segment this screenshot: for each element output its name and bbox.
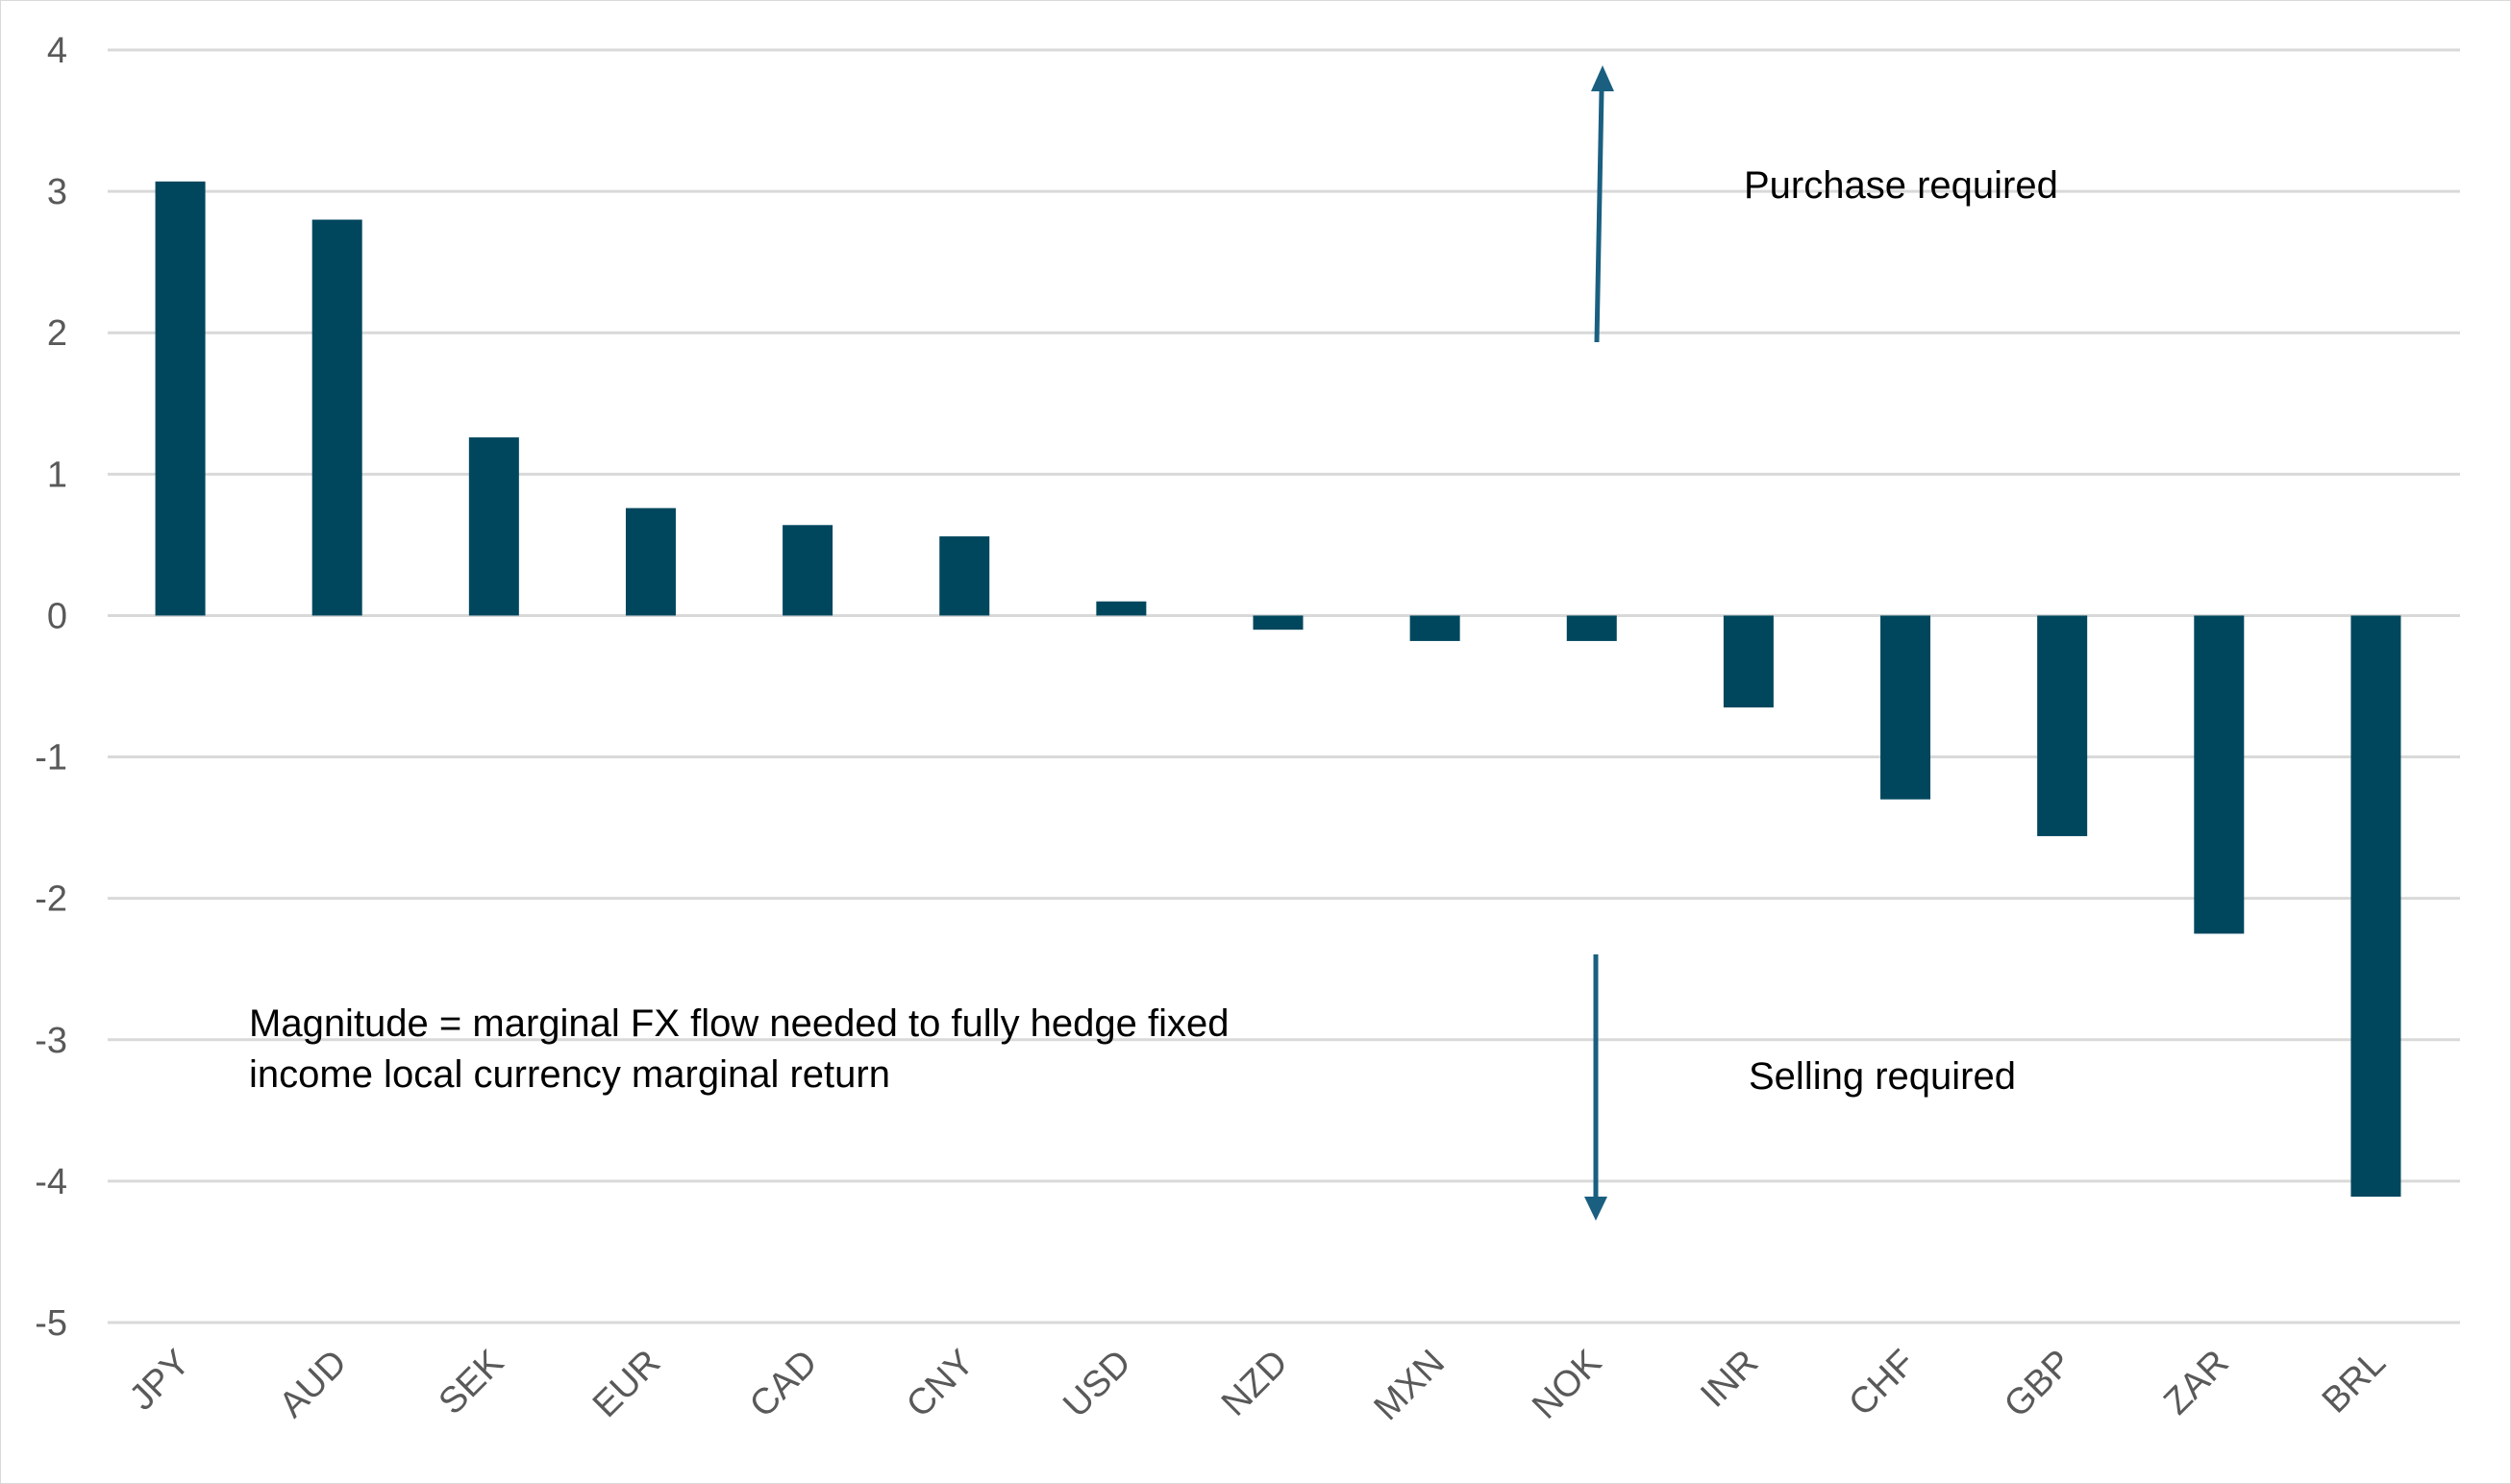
bar-brl — [2350, 615, 2401, 1198]
bar-mxn — [1409, 615, 1460, 641]
bar-nok — [1566, 615, 1617, 641]
purchase-required-label: Purchase required — [1744, 164, 2058, 207]
up-arrow-head — [1591, 65, 1614, 91]
y-tick-label: -4 — [35, 1162, 67, 1202]
x-tick-label: NOK — [1525, 1343, 1609, 1427]
y-tick-label: 4 — [47, 31, 67, 71]
x-tick-label: CHF — [1841, 1343, 1923, 1424]
x-tick-label: SEK — [432, 1343, 511, 1422]
bars — [155, 181, 2401, 1198]
bar-nzd — [1253, 615, 1304, 631]
x-tick-label: ZAR — [2156, 1343, 2236, 1422]
y-tick-label: -2 — [35, 879, 67, 920]
x-tick-label: GBP — [1997, 1343, 2079, 1425]
y-tick-label: 2 — [47, 313, 67, 354]
x-tick-label: MXN — [1367, 1343, 1453, 1428]
bar-cad — [783, 525, 833, 616]
y-tick-label: -5 — [35, 1303, 67, 1344]
y-tick-label: -3 — [35, 1021, 67, 1061]
y-tick-label: 1 — [47, 455, 67, 495]
y-tick-label: 3 — [47, 172, 67, 212]
bar-cny — [939, 536, 990, 616]
x-axis-ticks: JPY AUD SEK EUR CAD CNY USD NZD MXN NOK INR CHF GBP Z… — [122, 1343, 2394, 1428]
bar-eur — [625, 507, 676, 616]
bar-zar — [2194, 615, 2245, 934]
gridlines — [108, 48, 2460, 1324]
bar-jpy — [155, 181, 206, 616]
selling-required-label: Selling required — [1749, 1055, 2016, 1098]
x-tick-label: AUD — [272, 1343, 355, 1425]
down-arrow — [1584, 954, 1607, 1221]
bar-chf — [1880, 615, 1931, 800]
bar-usd — [1096, 601, 1147, 616]
up-arrow — [1591, 65, 1614, 343]
bar-aud — [311, 219, 362, 616]
x-tick-label: USD — [1056, 1343, 1138, 1425]
up-arrow-line — [1594, 90, 1604, 343]
bar-inr — [1723, 615, 1774, 708]
x-tick-label: CAD — [742, 1343, 825, 1425]
bar-gbp — [2037, 615, 2088, 836]
x-tick-label: BRL — [2315, 1343, 2394, 1422]
y-tick-label: 0 — [47, 596, 67, 636]
y-tick-label: -1 — [35, 738, 67, 779]
bar-sek — [468, 437, 519, 616]
x-tick-label: JPY — [122, 1343, 198, 1419]
x-tick-label: CNY — [899, 1343, 982, 1425]
x-tick-label: EUR — [585, 1343, 668, 1425]
x-tick-label: INR — [1693, 1343, 1766, 1416]
y-axis-ticks: 4 3 2 1 0 -1 -2 -3 -4 -5 — [35, 31, 67, 1344]
note-line-1: Magnitude = marginal FX flow needed to f… — [249, 1002, 1230, 1045]
down-arrow-head — [1584, 1197, 1607, 1221]
note-line-2: income local currency marginal return — [249, 1053, 890, 1096]
x-tick-label: NZD — [1214, 1343, 1296, 1424]
